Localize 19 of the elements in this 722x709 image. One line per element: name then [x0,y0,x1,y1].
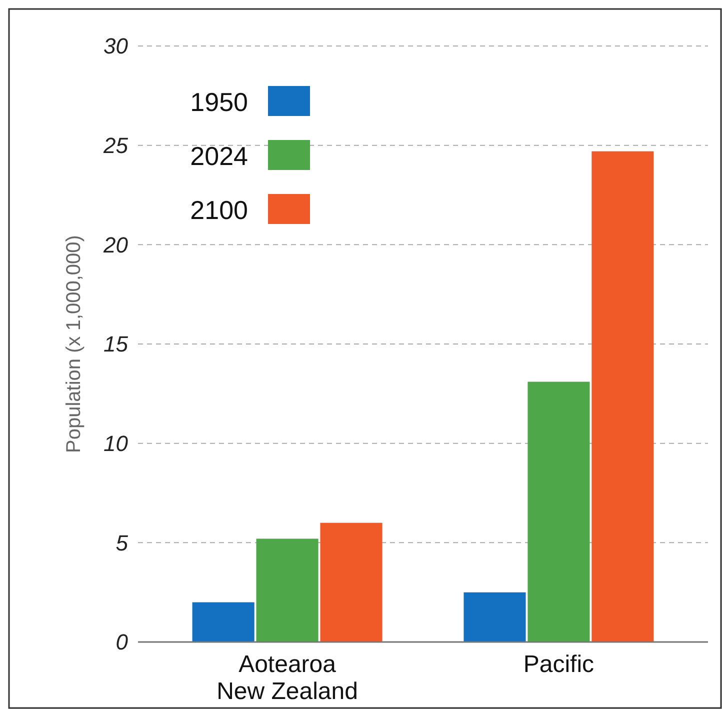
y-tick-label: 10 [104,431,129,456]
legend-label: 2100 [190,195,248,226]
bar [320,522,382,642]
bar [528,382,590,642]
legend-label: 1950 [190,87,248,118]
bar [192,602,254,642]
x-tick-label: Pacific [523,651,594,678]
y-tick-label: 25 [102,133,129,158]
y-axis-title: Population (x 1,000,000) [63,235,85,453]
x-tick-label: Aotearoa New Zealand [216,651,358,705]
y-tick-label: 5 [116,530,129,556]
y-tick-label: 20 [102,232,129,258]
bar [464,592,526,642]
y-tick-label: 0 [116,630,129,655]
y-tick-label: 15 [104,332,129,357]
bar [592,151,654,642]
legend-label: 2024 [190,141,248,172]
y-tick-label: 30 [104,34,129,59]
bar [256,538,318,642]
